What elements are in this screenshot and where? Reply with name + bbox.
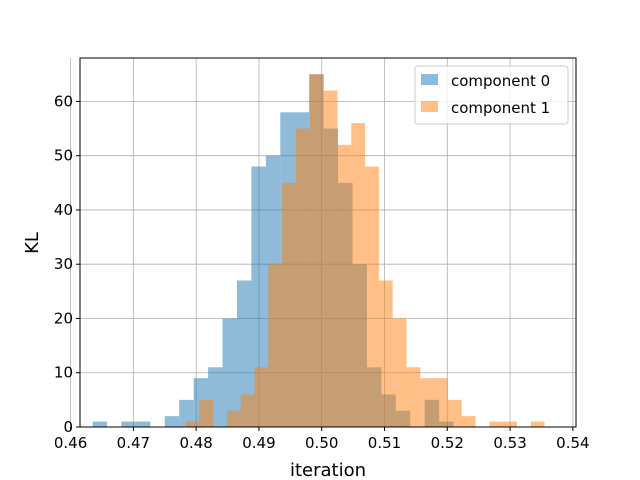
x-tick-label: 0.54 (556, 434, 589, 452)
y-tick-label: 10 (54, 364, 73, 382)
bar-component-1-bin-5 (254, 367, 269, 427)
bar-component-1-bin-3 (226, 410, 241, 427)
bar-component-1-bin-7 (282, 182, 296, 427)
histogram-bars (92, 74, 545, 428)
x-axis-label: iteration (290, 460, 366, 480)
x-tick-label: 0.46 (54, 434, 87, 452)
bar-component-1-bin-8 (295, 128, 310, 427)
bar-component-1-bin-17 (420, 378, 435, 427)
legend-swatch-component-0 (421, 74, 438, 85)
bar-component-1-bin-22 (489, 421, 504, 427)
y-tick-label: 20 (54, 309, 73, 327)
y-tick-label: 40 (54, 201, 73, 219)
plot-frame (79, 57, 577, 428)
bar-component-0-bin-3 (135, 421, 151, 427)
bar-component-1-bin-6 (268, 264, 283, 427)
bar-component-1-bin-16 (406, 367, 421, 427)
bar-component-0-bin-10 (236, 280, 252, 427)
bar-component-1-bin-25 (530, 421, 545, 427)
bar-component-0-bin-0 (92, 421, 107, 427)
y-axis-label: KL (22, 232, 43, 254)
bar-component-1-bin-10 (323, 90, 338, 427)
legend-label-component-1: component 1 (451, 99, 550, 117)
bar-component-1-bin-19 (447, 399, 462, 427)
x-tick-label: 0.48 (179, 434, 212, 452)
x-tick-label: 0.50 (305, 434, 338, 452)
y-axis-ticks: 0 10 20 30 40 50 60 (54, 92, 80, 436)
bar-component-0-bin-6 (179, 399, 194, 427)
bar-component-1-bin-18 (434, 378, 448, 427)
y-tick-label: 50 (54, 147, 73, 165)
bar-component-0-bin-9 (222, 318, 237, 427)
x-tick-label: 0.53 (493, 434, 526, 452)
bar-component-0-bin-2 (121, 421, 136, 427)
x-tick-label: 0.47 (117, 434, 150, 452)
y-tick-label: 0 (63, 418, 73, 436)
bar-component-1-bin-4 (240, 394, 255, 427)
bar-component-1-bin-9 (309, 74, 324, 427)
bar-component-1-bin-1 (199, 399, 214, 427)
bar-component-0-bin-5 (164, 416, 180, 427)
bar-component-0-bin-11 (251, 166, 266, 427)
x-tick-label: 0.52 (431, 434, 464, 452)
bar-component-1-bin-0 (185, 421, 200, 427)
x-tick-label: 0.49 (242, 434, 275, 452)
x-tick-label: 0.51 (368, 434, 401, 452)
bar-component-1-bin-12 (351, 123, 366, 427)
legend-box (414, 65, 569, 125)
y-tick-label: 30 (54, 255, 73, 273)
x-axis-ticks: 0.46 0.47 0.48 0.49 0.50 0.51 0.52 0.53 0.54 (54, 427, 590, 452)
y-tick-label: 60 (54, 92, 73, 110)
legend-swatch-component-1 (421, 101, 438, 112)
bar-component-1-bin-14 (378, 280, 393, 427)
bar-component-1-bin-20 (461, 416, 476, 427)
legend: component 0 component 1 (414, 65, 569, 125)
bar-component-1-bin-11 (337, 144, 352, 427)
bar-component-1-bin-23 (503, 421, 517, 427)
bar-component-1-bin-13 (365, 166, 379, 427)
legend-label-component-0: component 0 (451, 72, 550, 90)
bar-component-1-bin-15 (392, 318, 407, 427)
